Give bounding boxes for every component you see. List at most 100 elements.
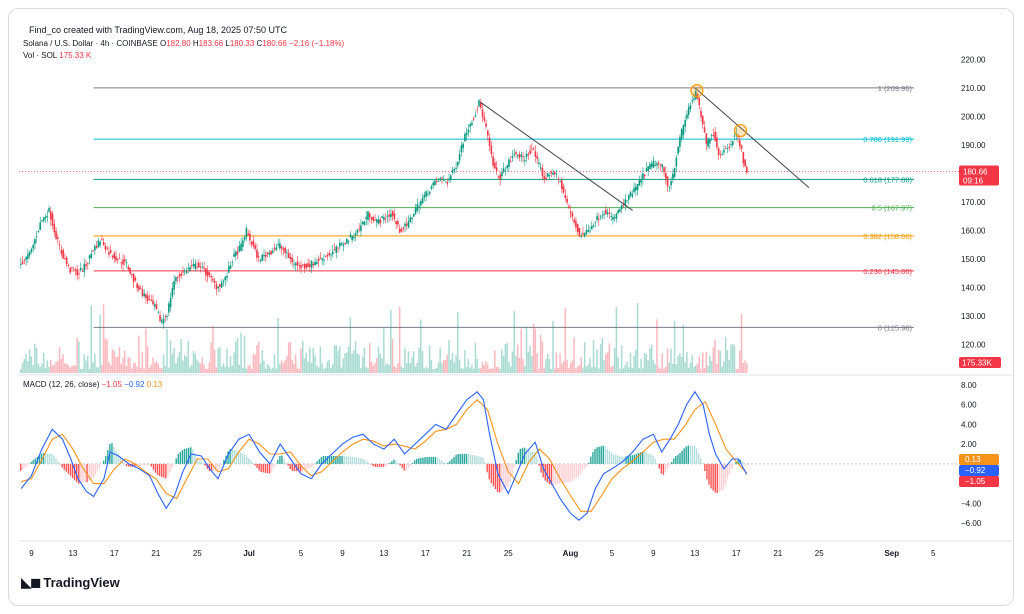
- volume-bar: [194, 353, 196, 373]
- x-axis-tick-label: 25: [193, 549, 202, 558]
- volume-bar: [539, 334, 542, 373]
- macd-histogram-bar: [187, 447, 190, 464]
- volume-bar: [208, 362, 211, 373]
- candle-body: [462, 143, 464, 149]
- volume-bar: [686, 351, 688, 373]
- macd-histogram-bar: [374, 463, 376, 467]
- candle-body: [680, 129, 683, 139]
- volume-bar: [298, 368, 300, 373]
- candle-body: [87, 263, 89, 264]
- macd-histogram-bar: [403, 463, 405, 471]
- candle-body: [432, 182, 434, 186]
- candle-body: [175, 277, 177, 282]
- tradingview-logo[interactable]: ◣◼ TradingView: [21, 574, 120, 591]
- volume-bar: [670, 348, 672, 373]
- macd-axis-tick-label: 4.00: [961, 420, 977, 429]
- volume-bar: [492, 368, 494, 373]
- volume-bar: [576, 366, 579, 373]
- candle-body: [307, 263, 309, 267]
- macd-histogram-bar: [98, 463, 101, 468]
- candle-body: [58, 244, 61, 246]
- volume-bar: [532, 323, 535, 373]
- macd-histogram-bar: [527, 450, 530, 464]
- volume-bar: [605, 354, 607, 373]
- candle-body: [583, 233, 586, 237]
- candle-body: [677, 146, 679, 154]
- volume-bar: [506, 343, 508, 373]
- chart-canvas[interactable]: 220.00210.00200.00190.00180.00170.00160.…: [9, 9, 1013, 569]
- candle-body: [391, 210, 394, 216]
- macd-histogram-bar: [192, 449, 194, 464]
- countdown-label: 09:16: [963, 176, 984, 185]
- macd-histogram-bar: [256, 463, 258, 468]
- macd-histogram-bar: [71, 463, 74, 479]
- candle-body: [333, 249, 336, 250]
- volume-bar: [386, 363, 389, 373]
- volume-bar: [58, 347, 61, 373]
- macd-histogram-bar: [63, 463, 65, 470]
- volume-bar: [631, 367, 634, 373]
- volume-bar: [580, 357, 582, 373]
- candle-body: [413, 214, 415, 217]
- candle-body: [490, 145, 493, 155]
- macd-histogram-bar: [637, 453, 640, 464]
- volume-bar: [619, 368, 621, 373]
- volume-bar: [437, 362, 440, 373]
- volume-bar: [115, 356, 117, 373]
- macd-histogram-bar: [559, 463, 561, 484]
- candle-body: [351, 235, 353, 240]
- volume-bar: [502, 356, 505, 373]
- macd-histogram-bar: [608, 450, 611, 464]
- volume-bar: [703, 368, 706, 373]
- candle-body: [192, 264, 195, 267]
- candle-body: [492, 156, 494, 166]
- candle-body: [85, 264, 87, 267]
- candle-body: [37, 231, 40, 233]
- volume-bar: [78, 341, 80, 373]
- macd-histogram-bar: [656, 463, 658, 465]
- candle-body: [393, 213, 396, 220]
- candle-body: [589, 230, 591, 232]
- macd-histogram-bar: [318, 459, 320, 464]
- volume-bar: [599, 344, 602, 373]
- volume-bar: [481, 361, 484, 373]
- macd-histogram-bar: [360, 458, 362, 464]
- volume-tag: [959, 357, 1001, 368]
- macd-histogram-bar: [733, 463, 735, 465]
- macd-histogram-bar: [691, 445, 694, 464]
- volume-bar: [21, 362, 24, 373]
- macd-histogram-bar: [82, 463, 84, 483]
- volume-bar: [673, 320, 676, 373]
- candle-body: [610, 216, 612, 218]
- volume-bar: [266, 364, 269, 373]
- macd-histogram-bar: [542, 463, 544, 478]
- candle-body: [663, 167, 665, 173]
- candle-body: [569, 211, 572, 214]
- volume-bar: [638, 367, 641, 373]
- candle-body: [203, 267, 205, 269]
- price-axis-tick-label: 130.00: [961, 312, 986, 321]
- candle-body: [418, 206, 420, 208]
- macd-histogram-bar: [53, 455, 55, 464]
- candle-body: [420, 201, 422, 206]
- candle-body: [377, 219, 380, 224]
- volume-bar: [95, 367, 98, 373]
- macd-histogram-bar: [409, 463, 412, 466]
- candle-body: [682, 125, 685, 136]
- macd-axis-tick-label: 6.00: [961, 401, 977, 410]
- x-axis-tick-label: 25: [504, 549, 513, 558]
- macd-histogram-bar: [262, 463, 264, 473]
- macd-histogram-bar: [20, 463, 22, 471]
- volume-bar: [272, 367, 274, 373]
- macd-histogram-bar: [635, 453, 638, 464]
- macd-histogram-bar: [660, 463, 663, 474]
- macd-histogram-bar: [395, 460, 397, 464]
- macd-histogram-bar: [521, 448, 524, 464]
- macd-histogram-bar: [471, 455, 474, 464]
- candle-body: [457, 161, 459, 166]
- volume-bar: [97, 367, 100, 373]
- candle-body: [603, 213, 605, 216]
- price-axis-tick-label: 150.00: [961, 255, 986, 264]
- macd-axis-tick-label: 2.00: [961, 440, 977, 449]
- macd-histogram-bar: [729, 463, 731, 474]
